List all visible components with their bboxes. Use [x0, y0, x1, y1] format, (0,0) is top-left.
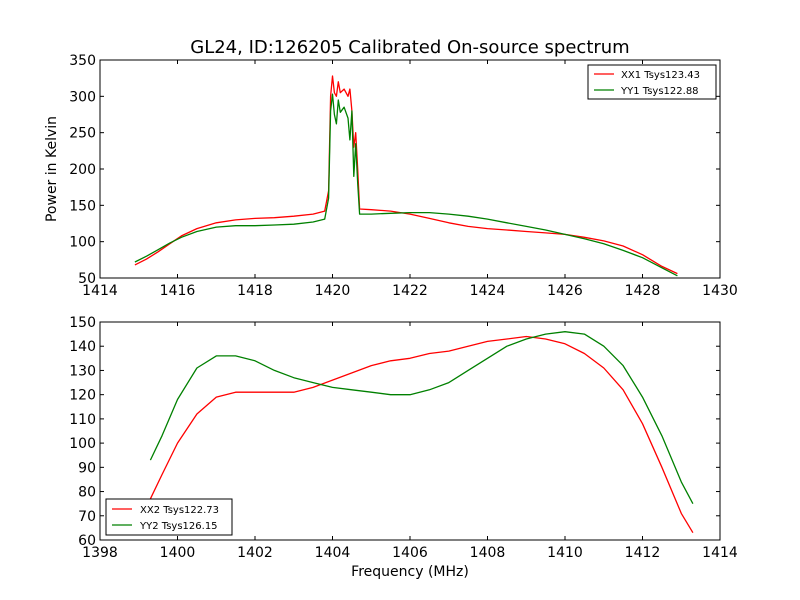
bottom-y-tick-label: 90	[78, 460, 96, 476]
bottom-y-tick-label: 120	[69, 388, 96, 404]
top-x-tick-label: 1426	[547, 283, 583, 299]
top-y-tick-label: 150	[69, 198, 96, 214]
top-legend-label-xx1: XX1 Tsys123.43	[621, 70, 700, 81]
chart-top: 1414 1416 1418 1420 1422 1424 1426 1428 1430 50 10…	[44, 53, 738, 299]
top-x-tick-label: 1424	[470, 283, 506, 299]
top-x-tick-label: 1422	[392, 283, 428, 299]
bottom-x-tick-label: 1400	[160, 545, 196, 561]
bottom-legend: XX2 Tsys122.73 YY2 Tsys126.15	[105, 498, 233, 536]
top-legend: XX1 Tsys123.43 YY1 Tsys122.88	[587, 64, 717, 100]
bottom-y-tick-label: 100	[69, 436, 96, 452]
top-y-tick-label: 300	[69, 89, 96, 105]
top-x-tick-label: 1418	[237, 283, 273, 299]
bottom-y-tick-label: 80	[78, 485, 96, 501]
top-y-axis-label: Power in Kelvin	[44, 116, 60, 222]
top-x-tick-label: 1414	[82, 283, 118, 299]
bottom-y-tick-label: 110	[69, 412, 96, 428]
bottom-x-tick-label: 1404	[315, 545, 351, 561]
top-series-line-1	[134, 93, 678, 277]
bottom-series-line-0	[149, 335, 694, 534]
figure-title: GL24, ID:126205 Calibrated On-source spe…	[190, 37, 629, 58]
bottom-ticks: 1398 1400 1402 1404 1406 1408 1410 1412 1414 60 70…	[69, 315, 738, 561]
top-y-tick-label: 250	[69, 126, 96, 142]
top-x-tick-label: 1428	[625, 283, 661, 299]
bottom-legend-label-xx2: XX2 Tsys122.73	[140, 505, 219, 516]
top-plot-area	[134, 75, 678, 277]
top-y-tick-label: 100	[69, 235, 96, 251]
bottom-y-tick-label: 150	[69, 315, 96, 331]
bottom-y-tick-label: 60	[78, 533, 96, 549]
top-x-tick-label: 1416	[160, 283, 196, 299]
top-series-line-0	[134, 75, 678, 275]
bottom-y-tick-label: 130	[69, 363, 96, 379]
bottom-legend-label-yy2: YY2 Tsys126.15	[139, 521, 218, 532]
bottom-y-tick-label: 70	[78, 509, 96, 525]
bottom-x-axis-label: Frequency (MHz)	[351, 564, 469, 580]
top-legend-label-yy1: YY1 Tsys122.88	[620, 86, 699, 97]
top-x-tick-label: 1420	[315, 283, 351, 299]
top-ticks: 1414 1416 1418 1420 1422 1424 1426 1428 1430 50 10…	[69, 53, 738, 299]
bottom-x-tick-label: 1398	[82, 545, 118, 561]
bottom-legend-box	[105, 498, 233, 536]
bottom-y-tick-label: 140	[69, 339, 96, 355]
top-x-tick-label: 1430	[702, 283, 738, 299]
bottom-plot-area	[149, 331, 694, 534]
bottom-x-tick-label: 1402	[237, 545, 273, 561]
bottom-series-line-1	[149, 331, 694, 505]
bottom-x-tick-label: 1414	[702, 545, 738, 561]
bottom-x-tick-label: 1408	[470, 545, 506, 561]
top-y-tick-label: 350	[69, 53, 96, 69]
bottom-x-tick-label: 1406	[392, 545, 428, 561]
bottom-x-tick-label: 1412	[625, 545, 661, 561]
bottom-x-tick-label: 1410	[547, 545, 583, 561]
top-legend-box	[587, 64, 717, 100]
chart-bottom: 1398 1400 1402 1404 1406 1408 1410 1412 1414 60 70…	[69, 315, 738, 580]
top-y-tick-label: 200	[69, 162, 96, 178]
top-y-tick-label: 50	[78, 271, 96, 287]
